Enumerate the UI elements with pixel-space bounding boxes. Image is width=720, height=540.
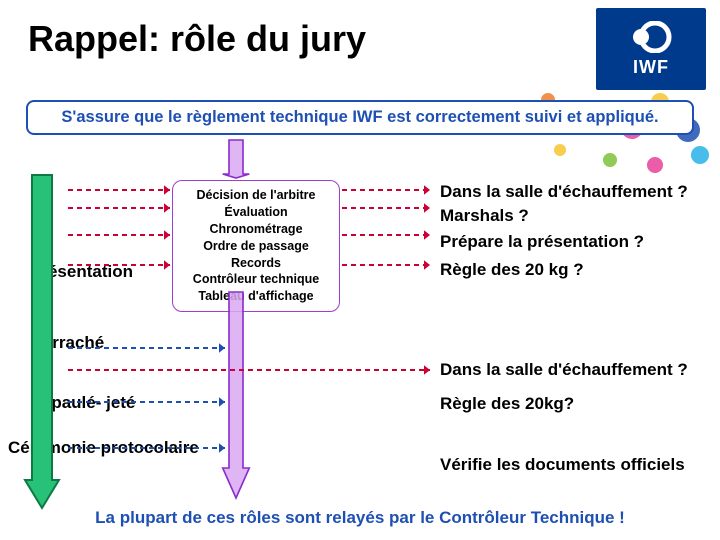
right-top-item: Règle des 20 kg ? bbox=[440, 260, 584, 280]
stage-presentation: Présentation bbox=[30, 262, 133, 282]
stage-ceremonie: Cérémonie protocolaire bbox=[8, 438, 199, 458]
right-top-item: Dans la salle d'échauffement ? bbox=[440, 182, 688, 202]
task-item: Décision de l'arbitre bbox=[177, 187, 335, 204]
logo-icon bbox=[627, 21, 675, 53]
footer-note: La plupart de ces rôles sont relayés par… bbox=[0, 508, 720, 528]
referee-tasks-box: Décision de l'arbitreÉvaluationChronomét… bbox=[172, 180, 340, 312]
right-mid-item: Dans la salle d'échauffement ? bbox=[440, 360, 688, 380]
right-top-item: Marshals ? bbox=[440, 206, 529, 226]
slide-title: Rappel: rôle du jury bbox=[28, 18, 366, 60]
task-item: Records bbox=[177, 255, 335, 272]
task-item: Contrôleur technique bbox=[177, 271, 335, 288]
logo-text: IWF bbox=[633, 57, 669, 78]
right-mid-item: Règle des 20kg? bbox=[440, 394, 574, 414]
task-item: Évaluation bbox=[177, 204, 335, 221]
banner-box: S'assure que le règlement technique IWF … bbox=[26, 100, 694, 135]
stage-epaule: Épaulé- jeté bbox=[40, 393, 135, 413]
task-item: Chronométrage bbox=[177, 221, 335, 238]
right-top-item: Prépare la présentation ? bbox=[440, 232, 644, 252]
iwf-logo: IWF bbox=[596, 8, 706, 90]
right-bottom-item: Vérifie les documents officiels bbox=[440, 455, 685, 475]
stage-arrache: Arraché bbox=[40, 333, 104, 353]
task-item: Tableau d'affichage bbox=[177, 288, 335, 305]
task-item: Ordre de passage bbox=[177, 238, 335, 255]
